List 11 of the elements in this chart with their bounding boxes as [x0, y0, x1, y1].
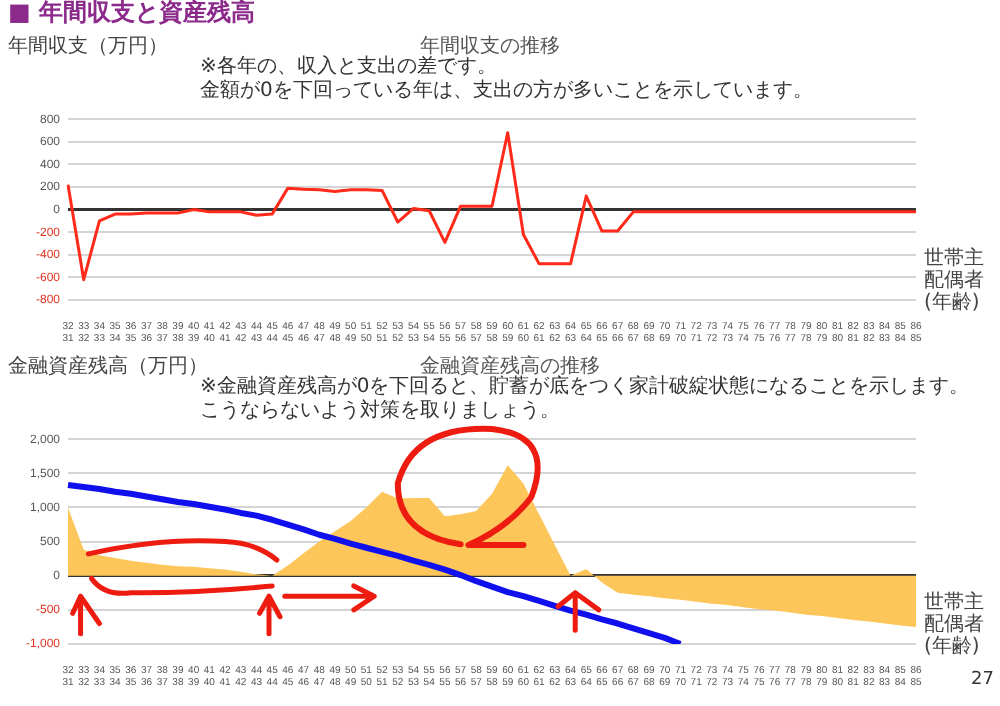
chart-title: 金融資産残高の推移 [420, 353, 600, 378]
x-axis-title: 世帯主配偶者(年齢) [924, 248, 986, 314]
text: ※金融資産残高が0を下回ると、貯蓄が底をつく家計破綻状態になることを示します。 [200, 376, 970, 399]
text: ※各年の、収入と支出の差です。 [200, 56, 497, 79]
text: こうならないよう対策を取りましょう。 [200, 400, 560, 424]
x-axis-title: 世帯主配偶者(年齢) [924, 592, 986, 658]
y-axis-title: 金融資産残高（万円） [8, 353, 208, 378]
text: 27 [971, 668, 994, 692]
y-axis-title: 年間収支（万円） [8, 33, 168, 60]
chart-title: 年間収支の推移 [420, 33, 560, 58]
text: 金額が0を下回っている年は、支出の方が多いことを示しています。 [200, 80, 813, 104]
